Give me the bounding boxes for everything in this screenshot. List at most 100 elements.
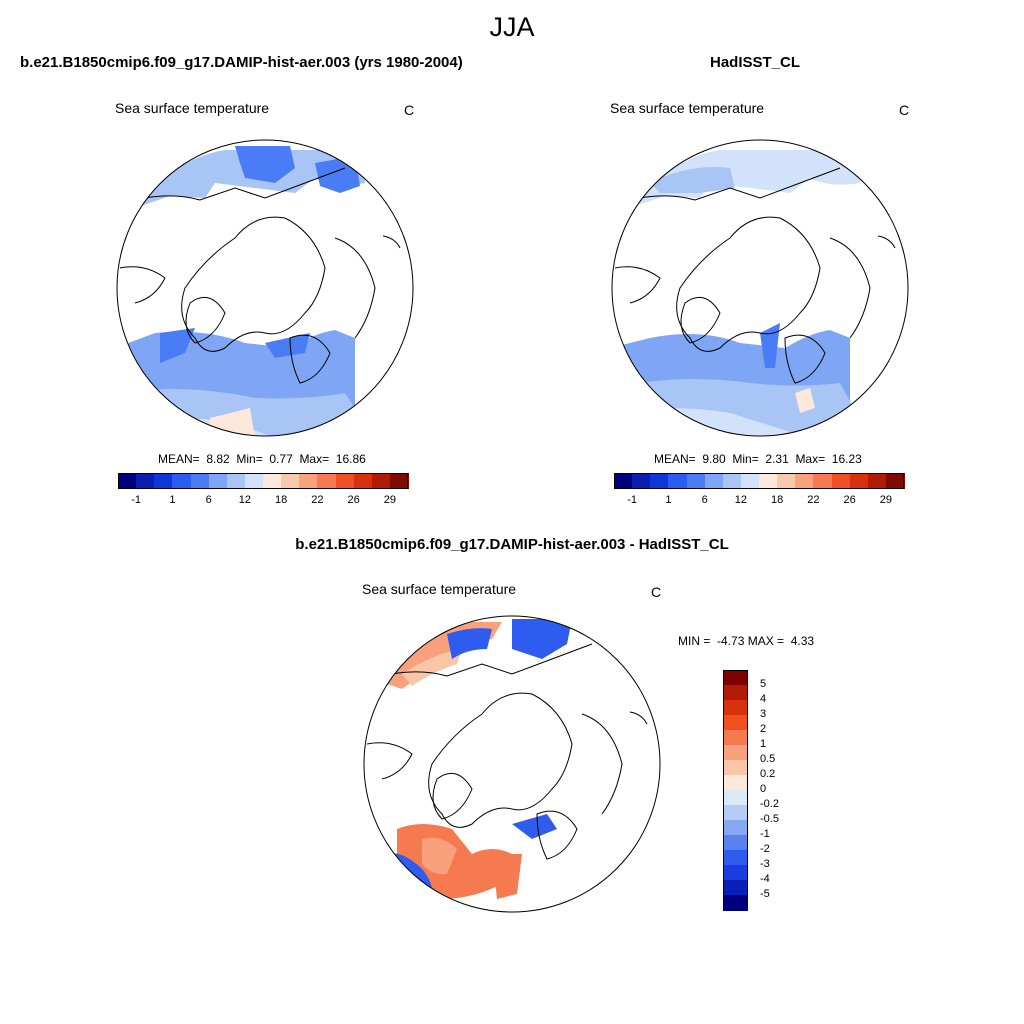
panel2-map-border <box>611 139 909 437</box>
panel2-units: C <box>899 102 910 118</box>
colorbar-swatch <box>723 850 748 866</box>
panel2-variable: Sea surface temperature <box>610 100 765 116</box>
colorbar-tick-label: -5 <box>760 888 770 900</box>
canada-coast <box>119 266 166 304</box>
colorbar-tick-label: -1 <box>760 828 770 840</box>
colorbar-swatch <box>704 473 724 489</box>
sst-field-north-pacific <box>630 150 860 208</box>
colorbar-tick-label: 22 <box>311 494 324 506</box>
colorbar-swatch <box>723 790 748 806</box>
panel1-title: b.e21.B1850cmip6.f09_g17.DAMIP-hist-aer.… <box>20 54 463 71</box>
colorbar-swatch <box>686 473 706 489</box>
colorbar-swatch <box>723 685 748 701</box>
minor-coast <box>382 235 401 249</box>
siberia-coast <box>829 237 871 339</box>
panel2-title: HadISST_CL <box>710 54 801 71</box>
colorbar-tick-label: -1 <box>627 494 638 506</box>
arctic-coastline <box>181 216 326 352</box>
colorbar-tick-label: -1 <box>131 494 142 506</box>
colorbar-tick-label: 1 <box>665 494 672 506</box>
diff-field-atlantic-light <box>422 837 457 875</box>
diff-field-north-pacific-light <box>402 649 462 686</box>
panel1-map <box>116 139 414 437</box>
colorbar-swatch <box>335 473 355 489</box>
panel2-colorbar <box>614 473 905 489</box>
colorbar-tick-label: -3 <box>760 858 770 870</box>
colorbar-tick-label: 26 <box>347 494 360 506</box>
colorbar-swatch <box>723 670 748 686</box>
colorbar-swatch <box>244 473 264 489</box>
colorbar-swatch <box>831 473 851 489</box>
colorbar-tick-label: 18 <box>771 494 784 506</box>
sst-field-bering <box>235 146 295 183</box>
colorbar-tick-label: 22 <box>807 494 820 506</box>
colorbar-tick-label: 6 <box>205 494 212 506</box>
colorbar-tick-label: 6 <box>701 494 708 506</box>
colorbar-swatch <box>723 865 748 881</box>
colorbar-tick-label: 12 <box>734 494 747 506</box>
panel2-colorbar-ticks: -1 1 6 12 18 22 26 29 <box>614 494 904 508</box>
diff-field-barents-cold <box>512 814 557 839</box>
panel1-colorbar <box>118 473 409 489</box>
sst-field-barents <box>265 333 310 358</box>
panel1-stats: MEAN= 8.82 Min= 0.77 Max= 16.86 <box>158 452 366 466</box>
colorbar-tick-label: 2 <box>760 723 767 735</box>
colorbar-swatch <box>353 473 373 489</box>
greenland-outline <box>432 772 473 820</box>
greenland-outline <box>185 296 226 344</box>
colorbar-swatch <box>281 473 300 489</box>
colorbar-swatch <box>208 473 228 489</box>
north-pacific-coast <box>144 167 346 201</box>
colorbar-swatch <box>759 473 778 489</box>
colorbar-tick-label: 5 <box>760 678 767 690</box>
colorbar-swatch <box>226 473 246 489</box>
colorbar-tick-label: 0.5 <box>760 753 776 765</box>
colorbar-swatch <box>867 473 887 489</box>
colorbar-tick-label: 29 <box>383 494 396 506</box>
panel1-units: C <box>404 102 415 118</box>
colorbar-tick-label: 0.2 <box>760 768 776 780</box>
colorbar-swatch <box>723 745 748 761</box>
canada-coast <box>614 266 661 304</box>
colorbar-swatch <box>777 473 796 489</box>
colorbar-tick-label: 0 <box>760 783 767 795</box>
panel2-map <box>611 139 909 437</box>
colorbar-swatch <box>723 880 748 896</box>
colorbar-swatch <box>317 473 336 489</box>
greenland-outline <box>680 296 721 344</box>
colorbar-swatch <box>389 473 409 489</box>
panel3-colorbar-ticks: 5 4 3 2 1 0.5 0.2 0 -0.2 -0.5 -1 -2 -3 -4 -5 <box>760 670 800 910</box>
colorbar-tick-label: 29 <box>879 494 892 506</box>
panel2-stats: MEAN= 9.80 Min= 2.31 Max= 16.23 <box>654 452 862 466</box>
colorbar-swatch <box>723 730 748 746</box>
north-pacific-coast <box>391 643 593 677</box>
panel1-colorbar-ticks: -1 1 6 12 18 22 26 29 <box>118 494 408 508</box>
panel1-variable: Sea surface temperature <box>115 100 270 116</box>
colorbar-tick-label: -0.2 <box>760 798 779 810</box>
panel3-variable: Sea surface temperature <box>362 581 517 597</box>
colorbar-swatch <box>723 895 748 911</box>
arctic-coastline <box>676 216 821 352</box>
minor-coast <box>877 235 896 249</box>
colorbar-swatch <box>668 473 687 489</box>
scandinavia-outline <box>784 334 826 384</box>
colorbar-swatch <box>263 473 282 489</box>
colorbar-swatch <box>371 473 391 489</box>
sst-field-north-atlantic-pacific <box>135 150 365 208</box>
colorbar-swatch <box>723 760 748 776</box>
scandinavia-outline <box>536 810 578 860</box>
arctic-coastline <box>428 692 573 828</box>
colorbar-swatch <box>740 473 760 489</box>
colorbar-swatch <box>614 473 633 489</box>
sst-field-labrador <box>160 328 195 363</box>
siberia-coast <box>581 713 623 815</box>
panel3-units: C <box>651 584 662 600</box>
colorbar-tick-label: 12 <box>238 494 251 506</box>
panel1-map-border <box>116 139 414 437</box>
colorbar-swatch <box>849 473 869 489</box>
diff-field-okhotsk-cold <box>512 619 572 659</box>
sst-field-north-pacific-mid <box>650 167 735 193</box>
colorbar-swatch <box>723 820 748 836</box>
scandinavia-outline <box>289 334 331 384</box>
colorbar-swatch <box>885 473 905 489</box>
